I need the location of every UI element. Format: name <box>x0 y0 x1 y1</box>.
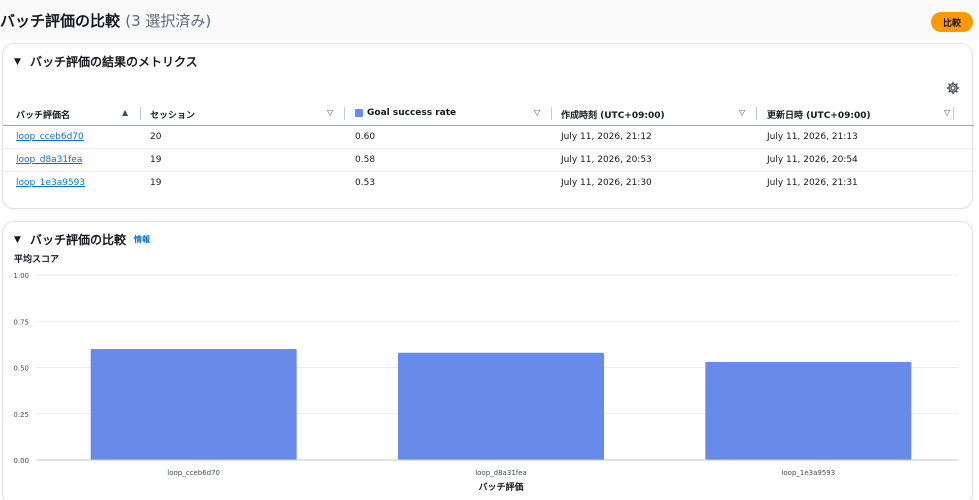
x-axis-title: バッチ評価 <box>478 481 523 493</box>
y-tick-label: 0.25 <box>13 411 29 419</box>
bar-chart: 0.00 0.25 0.50 0.75 1.00 loop_cceb6d70 loop_d8… <box>13 272 958 493</box>
created-cell: July 11, 2026, 21:12 <box>561 132 652 142</box>
batch-eval-link[interactable]: loop_cceb6d70 <box>16 132 84 142</box>
column-divider[interactable] <box>344 107 345 120</box>
y-tick-label: 1.00 <box>13 272 29 280</box>
table-row: loop_1e3a9593 19 0.53 July 11, 2026, 21:… <box>3 172 974 195</box>
chart-panel: ▼ バッチ評価の比較 情報 平均スコア 0.00 0.25 0.50 0.75 1.00… <box>2 221 973 500</box>
metrics-panel-title: バッチ評価の結果のメトリクス <box>30 55 198 69</box>
column-header-goal-success-rate[interactable]: Goal success rate <box>355 108 456 118</box>
goal-success-rate-cell: 0.58 <box>355 155 376 165</box>
y-tick-label: 0.75 <box>13 318 29 326</box>
page-title: バッチ評価の比較 (3 選択済み) <box>0 10 211 31</box>
sort-descending-icon[interactable]: ▽ <box>534 108 541 117</box>
caret-down-icon: ▼ <box>14 234 21 245</box>
bar <box>90 349 297 460</box>
compare-button[interactable]: 比較 <box>931 12 973 32</box>
column-header-created[interactable]: 作成時刻 (UTC+09:00) <box>561 108 665 121</box>
column-header-updated[interactable]: 更新日時 (UTC+09:00) <box>767 108 871 121</box>
updated-cell: July 11, 2026, 21:31 <box>767 178 858 188</box>
batch-eval-link[interactable]: loop_d8a31fea <box>16 155 83 165</box>
x-tick-label: loop_1e3a9593 <box>781 469 835 477</box>
metrics-table: バッチ評価名 ▲ セッション ▽ Goal success rate ▽ 作成時… <box>3 101 974 195</box>
column-divider[interactable] <box>140 107 141 120</box>
created-cell: July 11, 2026, 21:30 <box>561 178 652 188</box>
column-header-label: 作成時刻 (UTC+09:00) <box>561 111 665 121</box>
updated-cell: July 11, 2026, 20:54 <box>767 155 858 165</box>
y-tick-label: 0.50 <box>13 365 29 373</box>
column-header-label: Goal success rate <box>367 108 457 118</box>
column-header-label: セッション <box>150 111 196 121</box>
x-tick-label: loop_d8a31fea <box>475 469 527 477</box>
created-cell: July 11, 2026, 20:53 <box>561 155 652 165</box>
sessions-cell: 19 <box>150 155 162 165</box>
column-header-label: 更新日時 (UTC+09:00) <box>767 111 871 121</box>
metrics-panel-toggle[interactable]: ▼ バッチ評価の結果のメトリクス <box>14 53 198 70</box>
bar <box>705 361 912 460</box>
page-header: バッチ評価の比較 (3 選択済み) 比較 <box>0 0 979 40</box>
batch-eval-link[interactable]: loop_1e3a9593 <box>16 178 86 188</box>
bar <box>398 352 604 460</box>
column-divider[interactable] <box>756 107 757 120</box>
chart-panel-toggle[interactable]: ▼ バッチ評価の比較 情報 <box>14 231 150 248</box>
sort-descending-icon[interactable]: ▽ <box>739 108 746 117</box>
caret-down-icon: ▼ <box>14 56 21 67</box>
page-title-text: バッチ評価の比較 <box>0 12 121 30</box>
chart-panel-title: バッチ評価の比較 <box>30 233 127 247</box>
info-link[interactable]: 情報 <box>134 235 151 244</box>
table-row: loop_d8a31fea 19 0.58 July 11, 2026, 20:… <box>3 149 974 172</box>
sort-descending-icon[interactable]: ▽ <box>327 108 334 117</box>
column-divider[interactable] <box>551 107 552 120</box>
table-header: バッチ評価名 ▲ セッション ▽ Goal success rate ▽ 作成時… <box>3 101 974 126</box>
metrics-panel: ▼ バッチ評価の結果のメトリクス バッチ評価名 ▲ セッション ▽ <box>2 43 974 209</box>
sort-ascending-icon[interactable]: ▲ <box>122 108 129 117</box>
sort-descending-icon[interactable]: ▽ <box>944 108 951 117</box>
chart-y-axis-title: 平均スコア <box>14 255 60 265</box>
gear-icon[interactable] <box>946 81 960 95</box>
y-tick-label: 0.00 <box>13 457 29 465</box>
updated-cell: July 11, 2026, 21:13 <box>767 132 858 142</box>
table-row: loop_cceb6d70 20 0.60 July 11, 2026, 21:… <box>3 126 974 149</box>
column-header-label: バッチ評価名 <box>16 111 71 121</box>
column-divider[interactable] <box>953 107 954 120</box>
sessions-cell: 20 <box>150 132 162 142</box>
column-header-name[interactable]: バッチ評価名 <box>16 108 70 121</box>
sessions-cell: 19 <box>150 178 162 188</box>
selected-count: (3 選択済み) <box>125 12 212 30</box>
column-header-sessions[interactable]: セッション <box>150 108 195 121</box>
x-tick-label: loop_cceb6d70 <box>167 469 220 477</box>
goal-success-rate-cell: 0.53 <box>355 178 376 188</box>
legend-swatch <box>355 109 363 117</box>
goal-success-rate-cell: 0.60 <box>355 132 376 142</box>
